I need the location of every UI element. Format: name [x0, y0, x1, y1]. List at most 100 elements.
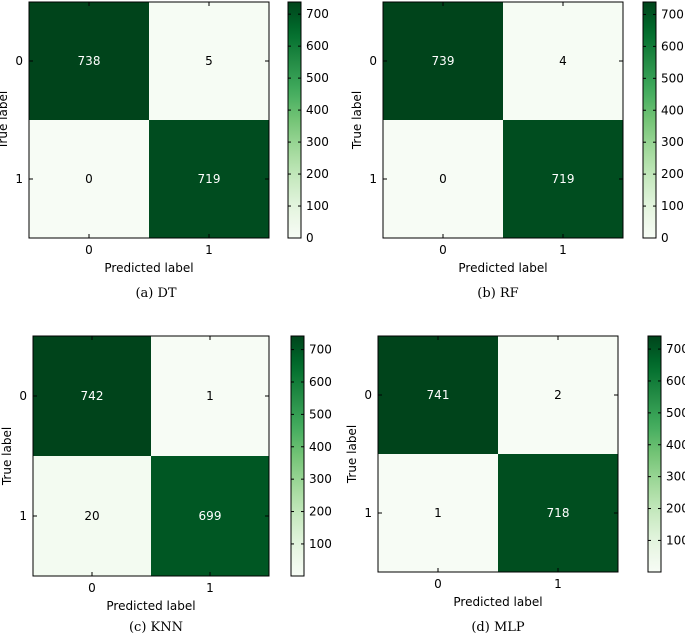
cell-value-mlp-r0-c1: 2	[554, 388, 562, 402]
colorbar-mlp	[647, 335, 662, 573]
cell-value-rf-r1-c1: 719	[552, 172, 575, 186]
cell-rf-r0-c0	[383, 2, 503, 120]
x-axis-label-dt: Predicted label	[104, 261, 193, 275]
y-tick-label-dt-1: 1	[15, 172, 23, 186]
colorbar-tick-label-mlp-6: 700	[666, 342, 685, 356]
x-tick-label-mlp-1: 1	[554, 577, 562, 591]
cell-value-dt-r0-c0: 738	[78, 54, 101, 68]
colorbar-tick-label-dt-7: 700	[306, 7, 329, 21]
cell-mlp-r1-c0	[378, 454, 498, 572]
colorbar-dt	[287, 1, 302, 239]
x-axis-label-rf: Predicted label	[458, 261, 547, 275]
colorbar-tick-label-dt-1: 100	[306, 199, 329, 213]
axes-frame-dt	[28, 1, 270, 239]
cell-value-knn-r1-c0: 20	[84, 509, 99, 523]
caption-mlp: (d) MLP	[471, 620, 525, 635]
colorbar-tick-label-knn-6: 700	[309, 343, 332, 357]
colorbar-tick-label-rf-3: 300	[661, 135, 684, 149]
cell-mlp-r0-c0	[378, 336, 498, 454]
caption-rf: (b) RF	[477, 286, 519, 301]
cell-dt-r1-c1	[149, 120, 269, 238]
caption-dt: (a) DT	[135, 286, 177, 301]
cell-mlp-r1-c1	[498, 454, 618, 572]
colorbar-tick-label-knn-5: 600	[309, 375, 332, 389]
y-tick-label-mlp-0: 0	[364, 388, 372, 402]
colorbar-tick-label-rf-5: 500	[661, 71, 684, 85]
cell-value-mlp-r1-c1: 718	[547, 506, 570, 520]
y-tick-label-rf-1: 1	[369, 172, 377, 186]
x-axis-label-mlp: Predicted label	[453, 595, 542, 609]
x-tick-label-dt-1: 1	[205, 243, 213, 257]
colorbar-rf	[642, 1, 657, 239]
y-tick-label-mlp-1: 1	[364, 506, 372, 520]
y-axis-label-knn: True label	[0, 427, 14, 486]
colorbar-tick-label-knn-3: 400	[309, 440, 332, 454]
cell-value-dt-r1-c0: 0	[85, 172, 93, 186]
cell-dt-r0-c1	[149, 2, 269, 120]
y-tick-label-rf-0: 0	[369, 54, 377, 68]
x-tick-label-rf-0: 0	[439, 243, 447, 257]
x-tick-label-knn-0: 0	[88, 581, 96, 595]
colorbar-tick-label-dt-5: 500	[306, 71, 329, 85]
cell-knn-r1-c1	[151, 456, 269, 576]
panel-rf: 739 4 0 719 0 1 0 1 Predicted label True label 0 10…	[350, 1, 684, 275]
cell-value-rf-r0-c1: 4	[559, 54, 567, 68]
axes-frame-rf	[382, 1, 624, 239]
colorbar-knn	[290, 335, 305, 577]
y-tick-label-knn-1: 1	[19, 509, 27, 523]
colorbar-tick-label-dt-6: 600	[306, 39, 329, 53]
x-tick-label-knn-1: 1	[206, 581, 214, 595]
x-tick-label-rf-1: 1	[559, 243, 567, 257]
colorbar-tick-label-dt-3: 300	[306, 135, 329, 149]
colorbar-tick-label-rf-7: 700	[661, 7, 684, 21]
panel-dt: 738 5 0 719 0 1 0 1 Predicted label True label 0 10…	[0, 1, 329, 275]
x-tick-label-mlp-0: 0	[434, 577, 442, 591]
cell-rf-r0-c1	[503, 2, 623, 120]
y-axis-label-mlp: True label	[345, 425, 359, 484]
caption-knn: (c) KNN	[128, 620, 184, 635]
colorbar-tick-label-dt-4: 400	[306, 103, 329, 117]
y-tick-label-dt-0: 0	[15, 54, 23, 68]
colorbar-tick-label-knn-2: 300	[309, 472, 332, 486]
cell-dt-r0-c0	[29, 2, 149, 120]
cell-value-rf-r0-c0: 739	[432, 54, 455, 68]
cell-rf-r1-c0	[383, 120, 503, 238]
x-axis-label-knn: Predicted label	[106, 599, 195, 613]
colorbar-tick-label-knn-4: 500	[309, 407, 332, 421]
colorbar-tick-label-dt-0: 0	[306, 231, 314, 245]
colorbar-tick-label-mlp-2: 300	[666, 470, 685, 484]
cell-value-knn-r0-c1: 1	[206, 389, 214, 403]
colorbar-tick-label-knn-0: 100	[309, 537, 332, 551]
colorbar-tick-label-rf-2: 200	[661, 167, 684, 181]
colorbar-tick-label-rf-0: 0	[661, 231, 669, 245]
y-tick-label-knn-0: 0	[19, 389, 27, 403]
colorbar-tick-label-knn-1: 200	[309, 505, 332, 519]
panel-mlp: 741 2 1 718 0 1 0 1 Predicted label True label 100…	[345, 335, 685, 609]
colorbar-tick-label-mlp-5: 600	[666, 374, 685, 388]
cell-value-mlp-r0-c0: 741	[427, 388, 450, 402]
colorbar-tick-label-rf-1: 100	[661, 199, 684, 213]
cell-value-rf-r1-c0: 0	[439, 172, 447, 186]
colorbar-tick-label-rf-6: 600	[661, 39, 684, 53]
x-tick-label-dt-0: 0	[85, 243, 93, 257]
colorbar-tick-label-dt-2: 200	[306, 167, 329, 181]
cell-knn-r0-c1	[151, 336, 269, 456]
y-axis-label-rf: True label	[350, 91, 364, 150]
colorbar-tick-label-mlp-1: 200	[666, 502, 685, 516]
colorbar-tick-label-rf-4: 400	[661, 103, 684, 117]
panel-knn: 742 1 20 699 0 1 0 1 Predicted label True label 10…	[0, 335, 332, 613]
cell-mlp-r0-c1	[498, 336, 618, 454]
cell-value-knn-r0-c0: 742	[81, 389, 104, 403]
axes-frame-mlp	[377, 335, 619, 573]
colorbar-tick-label-mlp-0: 100	[666, 533, 685, 547]
cell-knn-r1-c0	[33, 456, 151, 576]
cell-dt-r1-c0	[29, 120, 149, 238]
cell-value-dt-r1-c1: 719	[198, 172, 221, 186]
cell-value-knn-r1-c1: 699	[199, 509, 222, 523]
y-axis-label-dt: True label	[0, 91, 10, 150]
cell-value-dt-r0-c1: 5	[205, 54, 213, 68]
colorbar-tick-label-mlp-4: 500	[666, 406, 685, 420]
axes-frame-knn	[32, 335, 270, 577]
colorbar-tick-label-mlp-3: 400	[666, 438, 685, 452]
cell-knn-r0-c0	[33, 336, 151, 456]
